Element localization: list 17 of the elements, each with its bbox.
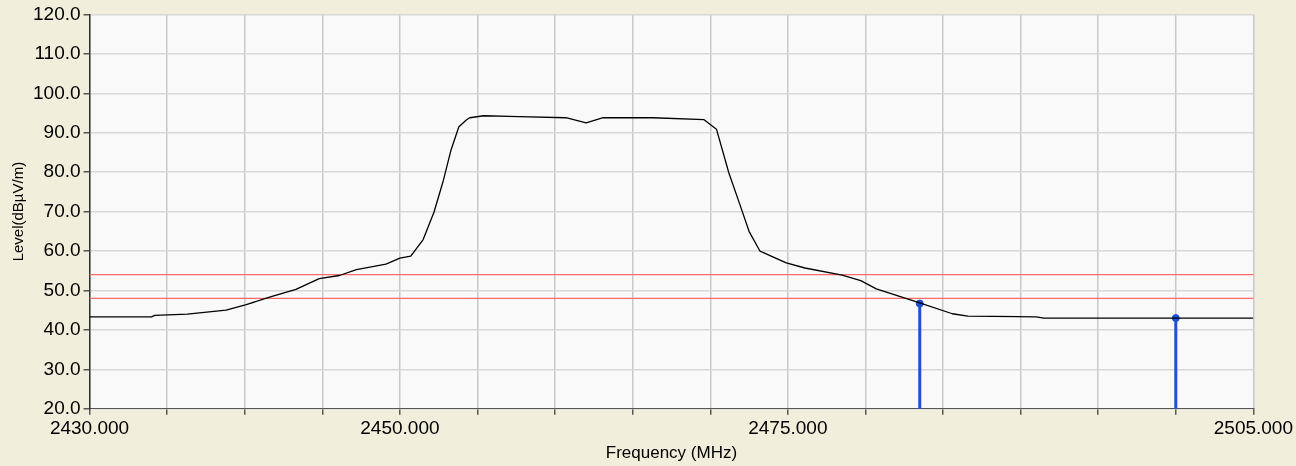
y-tick-label: 20.0 [43,397,81,419]
x-tick-label: 2450.000 [360,417,440,439]
y-tick-label: 100.0 [33,81,81,103]
y-tick-label: 40.0 [43,318,81,340]
y-tick-label: 120.0 [33,2,81,24]
x-axis-title: Frequency (MHz) [605,443,738,463]
x-tick-label: 2430.000 [49,417,130,439]
y-tick-label: 110.0 [34,42,81,64]
y-tick-label: 60.0 [43,239,81,261]
y-tick-label: 90.0 [43,120,81,142]
y-tick-label: 80.0 [43,160,81,182]
x-tick-label: 2505.000 [1213,417,1293,439]
y-tick-label: 50.0 [43,278,81,300]
y-tick-label: 70.0 [43,199,81,221]
x-tick-label: 2475.000 [748,417,828,439]
y-tick-label: 30.0 [43,357,81,379]
y-axis-title: Level(dBµV/m) [9,161,27,262]
